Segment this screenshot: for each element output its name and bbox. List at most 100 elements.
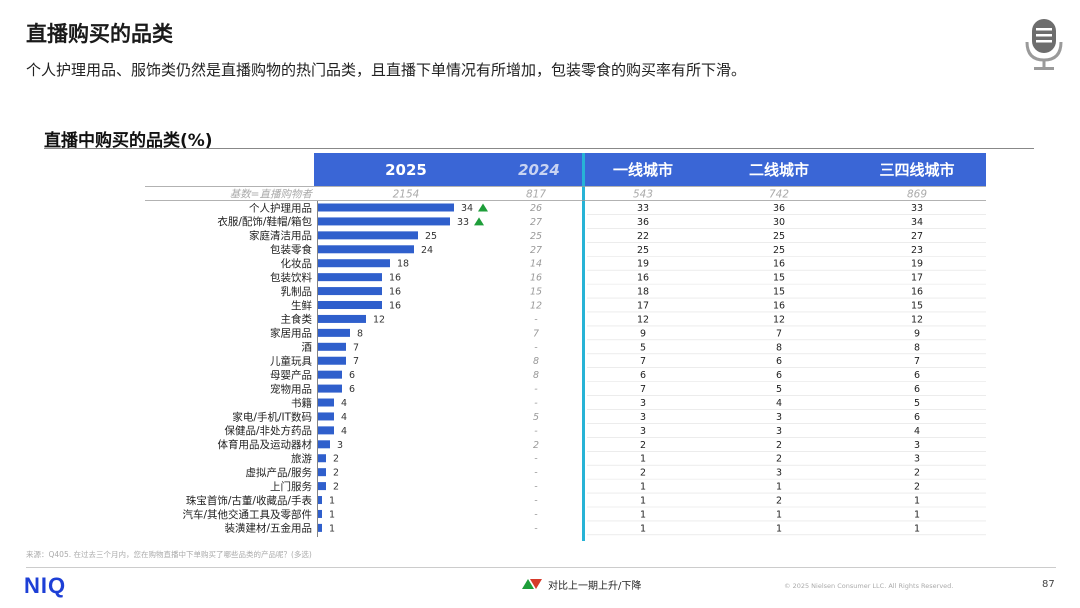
value-city-tier-2: 4 <box>776 398 782 409</box>
value-city-tier-1: 16 <box>637 273 649 284</box>
value-city-tier-1: 1 <box>640 454 646 465</box>
value-2024: - <box>534 523 538 534</box>
header-2025: 2025 <box>385 161 427 179</box>
value-city-tier-1: 1 <box>640 496 646 507</box>
category-label: 乳制品 <box>281 285 313 298</box>
value-city-tier-1: 3 <box>640 426 646 437</box>
value-city-tier-1: 22 <box>637 231 649 242</box>
bar-value-label: 16 <box>389 301 401 312</box>
chart-title: 直播中购买的品类(%) <box>44 131 213 151</box>
bar-value-label: 4 <box>341 412 347 423</box>
bar-value-label: 6 <box>349 384 355 395</box>
bar-value-label: 4 <box>341 426 347 437</box>
value-city-tier-2: 7 <box>776 328 782 339</box>
value-city-tier-2: 25 <box>773 231 785 242</box>
value-city-tier-2: 25 <box>773 245 785 256</box>
value-city-tier-1: 2 <box>640 440 646 451</box>
bar-2025 <box>318 314 366 323</box>
value-city-tier-1: 36 <box>637 217 649 228</box>
value-city-tier-3: 4 <box>914 426 920 437</box>
header-band-years <box>314 153 584 186</box>
value-2024: 7 <box>533 328 539 339</box>
base-city-tier-2: 742 <box>769 189 789 201</box>
value-city-tier-2: 30 <box>773 217 785 228</box>
value-city-tier-1: 19 <box>637 259 649 270</box>
bar-2025 <box>318 356 346 365</box>
trend-legend-icon <box>522 579 542 589</box>
category-label: 家电/手机/IT数码 <box>232 410 312 423</box>
value-city-tier-3: 6 <box>914 370 920 381</box>
bar-value-label: 2 <box>333 454 339 465</box>
bar-2025 <box>318 301 382 310</box>
value-city-tier-3: 7 <box>914 356 920 367</box>
value-city-tier-1: 7 <box>640 384 646 395</box>
bar-2025 <box>318 440 330 449</box>
value-city-tier-2: 3 <box>776 426 782 437</box>
bar-2025 <box>318 496 322 505</box>
bar-value-label: 8 <box>357 328 363 339</box>
category-label: 汽车/其他交通工具及零部件 <box>182 508 312 521</box>
category-label: 个人护理用品 <box>249 201 312 214</box>
category-label: 宠物用品 <box>270 382 312 395</box>
value-2024: - <box>534 482 538 493</box>
value-2024: - <box>534 454 538 465</box>
page-title: 直播购买的品类 <box>26 22 173 46</box>
value-2024: - <box>534 468 538 479</box>
value-city-tier-1: 1 <box>640 482 646 493</box>
value-city-tier-3: 3 <box>914 454 920 465</box>
source-note: 来源：Q405. 在过去三个月内，您在购物直播中下单购买了哪些品类的产品呢？(多… <box>26 550 312 559</box>
value-city-tier-3: 9 <box>914 328 920 339</box>
value-city-tier-3: 16 <box>911 287 923 298</box>
value-city-tier-2: 1 <box>776 509 782 520</box>
base-2024: 817 <box>526 189 546 201</box>
base-2025: 2154 <box>393 189 420 201</box>
bar-2025 <box>318 426 334 435</box>
value-city-tier-1: 33 <box>637 203 649 214</box>
value-city-tier-1: 12 <box>637 314 649 325</box>
bar-2025 <box>318 245 414 254</box>
value-city-tier-2: 15 <box>773 287 785 298</box>
bar-2025 <box>318 509 322 518</box>
trend-up-icon <box>478 203 488 212</box>
bar-value-label: 33 <box>457 217 469 228</box>
value-city-tier-2: 6 <box>776 370 782 381</box>
value-city-tier-2: 8 <box>776 342 782 353</box>
value-city-tier-3: 1 <box>914 509 920 520</box>
value-city-tier-1: 6 <box>640 370 646 381</box>
bar-2025 <box>318 384 342 393</box>
bar-2025 <box>318 468 326 477</box>
value-2024: - <box>534 398 538 409</box>
bar-value-label: 25 <box>425 231 437 242</box>
header-city-tier-1: 一线城市 <box>613 161 673 179</box>
bar-value-label: 12 <box>373 314 385 325</box>
bar-value-label: 1 <box>329 509 335 520</box>
value-city-tier-2: 16 <box>773 301 785 312</box>
value-2024: - <box>534 384 538 395</box>
value-city-tier-1: 1 <box>640 509 646 520</box>
category-label: 体育用品及运动器材 <box>218 438 313 451</box>
value-2024: 8 <box>533 356 539 367</box>
bar-value-label: 16 <box>389 273 401 284</box>
bar-2025 <box>318 370 342 379</box>
category-label: 化妆品 <box>281 257 313 270</box>
category-label: 儿童玩具 <box>270 355 312 368</box>
value-city-tier-2: 36 <box>773 203 785 214</box>
value-city-tier-1: 1 <box>640 523 646 534</box>
niq-logo: NIQ <box>24 573 67 598</box>
header-band-cities <box>585 153 986 186</box>
value-city-tier-1: 5 <box>640 342 646 353</box>
value-city-tier-3: 23 <box>911 245 923 256</box>
category-label: 上门服务 <box>270 480 312 493</box>
value-city-tier-3: 2 <box>914 468 920 479</box>
value-city-tier-3: 5 <box>914 398 920 409</box>
bar-2025 <box>318 273 382 282</box>
bar-2025 <box>318 482 326 491</box>
value-city-tier-3: 8 <box>914 342 920 353</box>
category-label: 包装零食 <box>270 243 312 256</box>
value-city-tier-2: 12 <box>773 314 785 325</box>
value-2024: - <box>534 342 538 353</box>
value-city-tier-3: 12 <box>911 314 923 325</box>
value-city-tier-2: 2 <box>776 440 782 451</box>
value-2024: - <box>534 426 538 437</box>
